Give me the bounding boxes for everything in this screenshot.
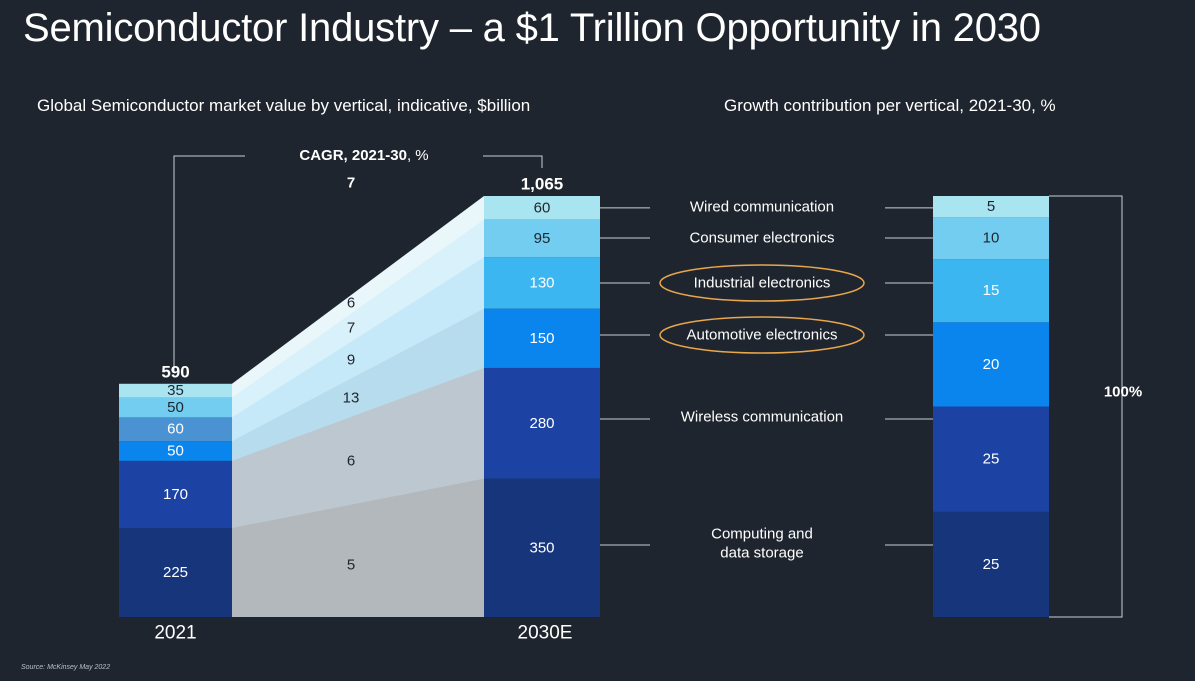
growth-value-consumer-electronics: 10 <box>983 230 1000 247</box>
bar-2021-wireless-communication <box>119 460 232 529</box>
growth-contribution-subtitle: Growth contribution per vertical, 2021-3… <box>724 96 1056 115</box>
cagr-header-bold: CAGR, 2021-30 <box>299 147 407 164</box>
growth-value-industrial-electronics: 15 <box>983 282 1000 299</box>
growth-value-automotive-electronics: 20 <box>983 356 1000 373</box>
bar-2021-computing-and-data-storage <box>119 528 232 617</box>
cagr-header: CAGR, 2021-30, % <box>299 147 428 164</box>
category-2021: 2021 <box>154 623 196 644</box>
total-2021: 590 <box>161 362 189 381</box>
market-value-subtitle: Global Semiconductor market value by ver… <box>37 96 531 115</box>
bar-2021-consumer-electronics <box>119 397 232 418</box>
bar-2021-automotive-electronics <box>119 441 232 461</box>
growth-bar-wired-communication <box>933 196 1049 218</box>
value-2021-consumer-electronics: 50 <box>167 399 184 416</box>
category-2030e: 2030E <box>518 623 573 644</box>
value-2030e-computing-and-data-storage: 350 <box>529 539 554 556</box>
value-2030e-wired-communication: 60 <box>534 199 551 216</box>
connector-lines <box>173 155 1123 618</box>
legend-label-computing-and-data-storage-line-1: Computing and <box>711 526 813 543</box>
growth-value-wireless-communication: 25 <box>983 451 1000 468</box>
growth-total-label: 100% <box>1104 384 1142 401</box>
legend-label-wired-communication: Wired communication <box>690 199 834 216</box>
cagr-total: 7 <box>347 175 355 192</box>
source-note: Source: McKinsey May 2022 <box>21 664 111 671</box>
growth-value-computing-and-data-storage: 25 <box>983 556 1000 573</box>
bar-2030e-wired-communication <box>484 196 600 220</box>
legend-label-automotive-electronics: Automotive electronics <box>687 327 838 344</box>
cagr-bracket-left <box>173 155 245 371</box>
highlight-ring-industrial-electronics <box>659 264 865 302</box>
legend-label-wireless-communication: Wireless communication <box>681 409 844 426</box>
growth-bar-industrial-electronics <box>933 259 1049 323</box>
value-2030e-wireless-communication: 280 <box>529 415 554 432</box>
cagr-automotive-electronics: 13 <box>343 390 360 407</box>
value-2021-industrial-electronics: 60 <box>167 421 184 438</box>
cagr-computing-and-data-storage: 5 <box>347 557 355 574</box>
cagr-consumer-electronics: 7 <box>347 320 355 337</box>
bar-2030e-automotive-electronics <box>484 308 600 368</box>
bar-2021-industrial-electronics <box>119 417 232 442</box>
bar-2030e-wireless-communication <box>484 367 600 479</box>
value-2021-wireless-communication: 170 <box>163 486 188 503</box>
stacked-bars <box>119 196 1049 617</box>
value-2030e-industrial-electronics: 130 <box>529 274 554 291</box>
cagr-header-unit: , % <box>407 147 429 164</box>
bar-2030e-consumer-electronics <box>484 219 600 258</box>
band-computing-and-data-storage <box>232 478 484 617</box>
value-2021-automotive-electronics: 50 <box>167 442 184 459</box>
total-2030e: 1,065 <box>521 175 564 194</box>
growth-bands <box>232 196 484 617</box>
growth-bar-automotive-electronics <box>933 322 1049 407</box>
growth-bar-computing-and-data-storage <box>933 511 1049 617</box>
value-2030e-automotive-electronics: 150 <box>529 330 554 347</box>
bar-2030e-industrial-electronics <box>484 257 600 309</box>
legend-label-computing-and-data-storage-line-2: data storage <box>720 545 803 562</box>
growth-value-wired-communication: 5 <box>987 198 995 215</box>
cagr-wireless-communication: 6 <box>347 453 355 470</box>
growth-bar-consumer-electronics <box>933 217 1049 260</box>
highlight-ring-automotive-electronics <box>659 316 865 354</box>
bar-2021-wired-communication <box>119 383 232 398</box>
total-bracket <box>1049 195 1123 618</box>
value-2030e-consumer-electronics: 95 <box>534 230 551 247</box>
growth-bar-wireless-communication <box>933 406 1049 512</box>
value-2021-computing-and-data-storage: 225 <box>163 564 188 581</box>
cagr-industrial-electronics: 9 <box>347 352 355 369</box>
slide-title: Semiconductor Industry – a $1 Trillion O… <box>23 6 1041 50</box>
chart-labels: 2251705060503535028015013095605901,06520… <box>154 147 1142 644</box>
cagr-wired-communication: 6 <box>347 295 355 312</box>
legend-label-industrial-electronics: Industrial electronics <box>694 275 831 292</box>
value-2021-wired-communication: 35 <box>167 382 184 399</box>
bar-2030e-computing-and-data-storage <box>484 478 600 617</box>
cagr-bracket-right <box>483 155 543 168</box>
legend-label-consumer-electronics: Consumer electronics <box>689 230 834 247</box>
